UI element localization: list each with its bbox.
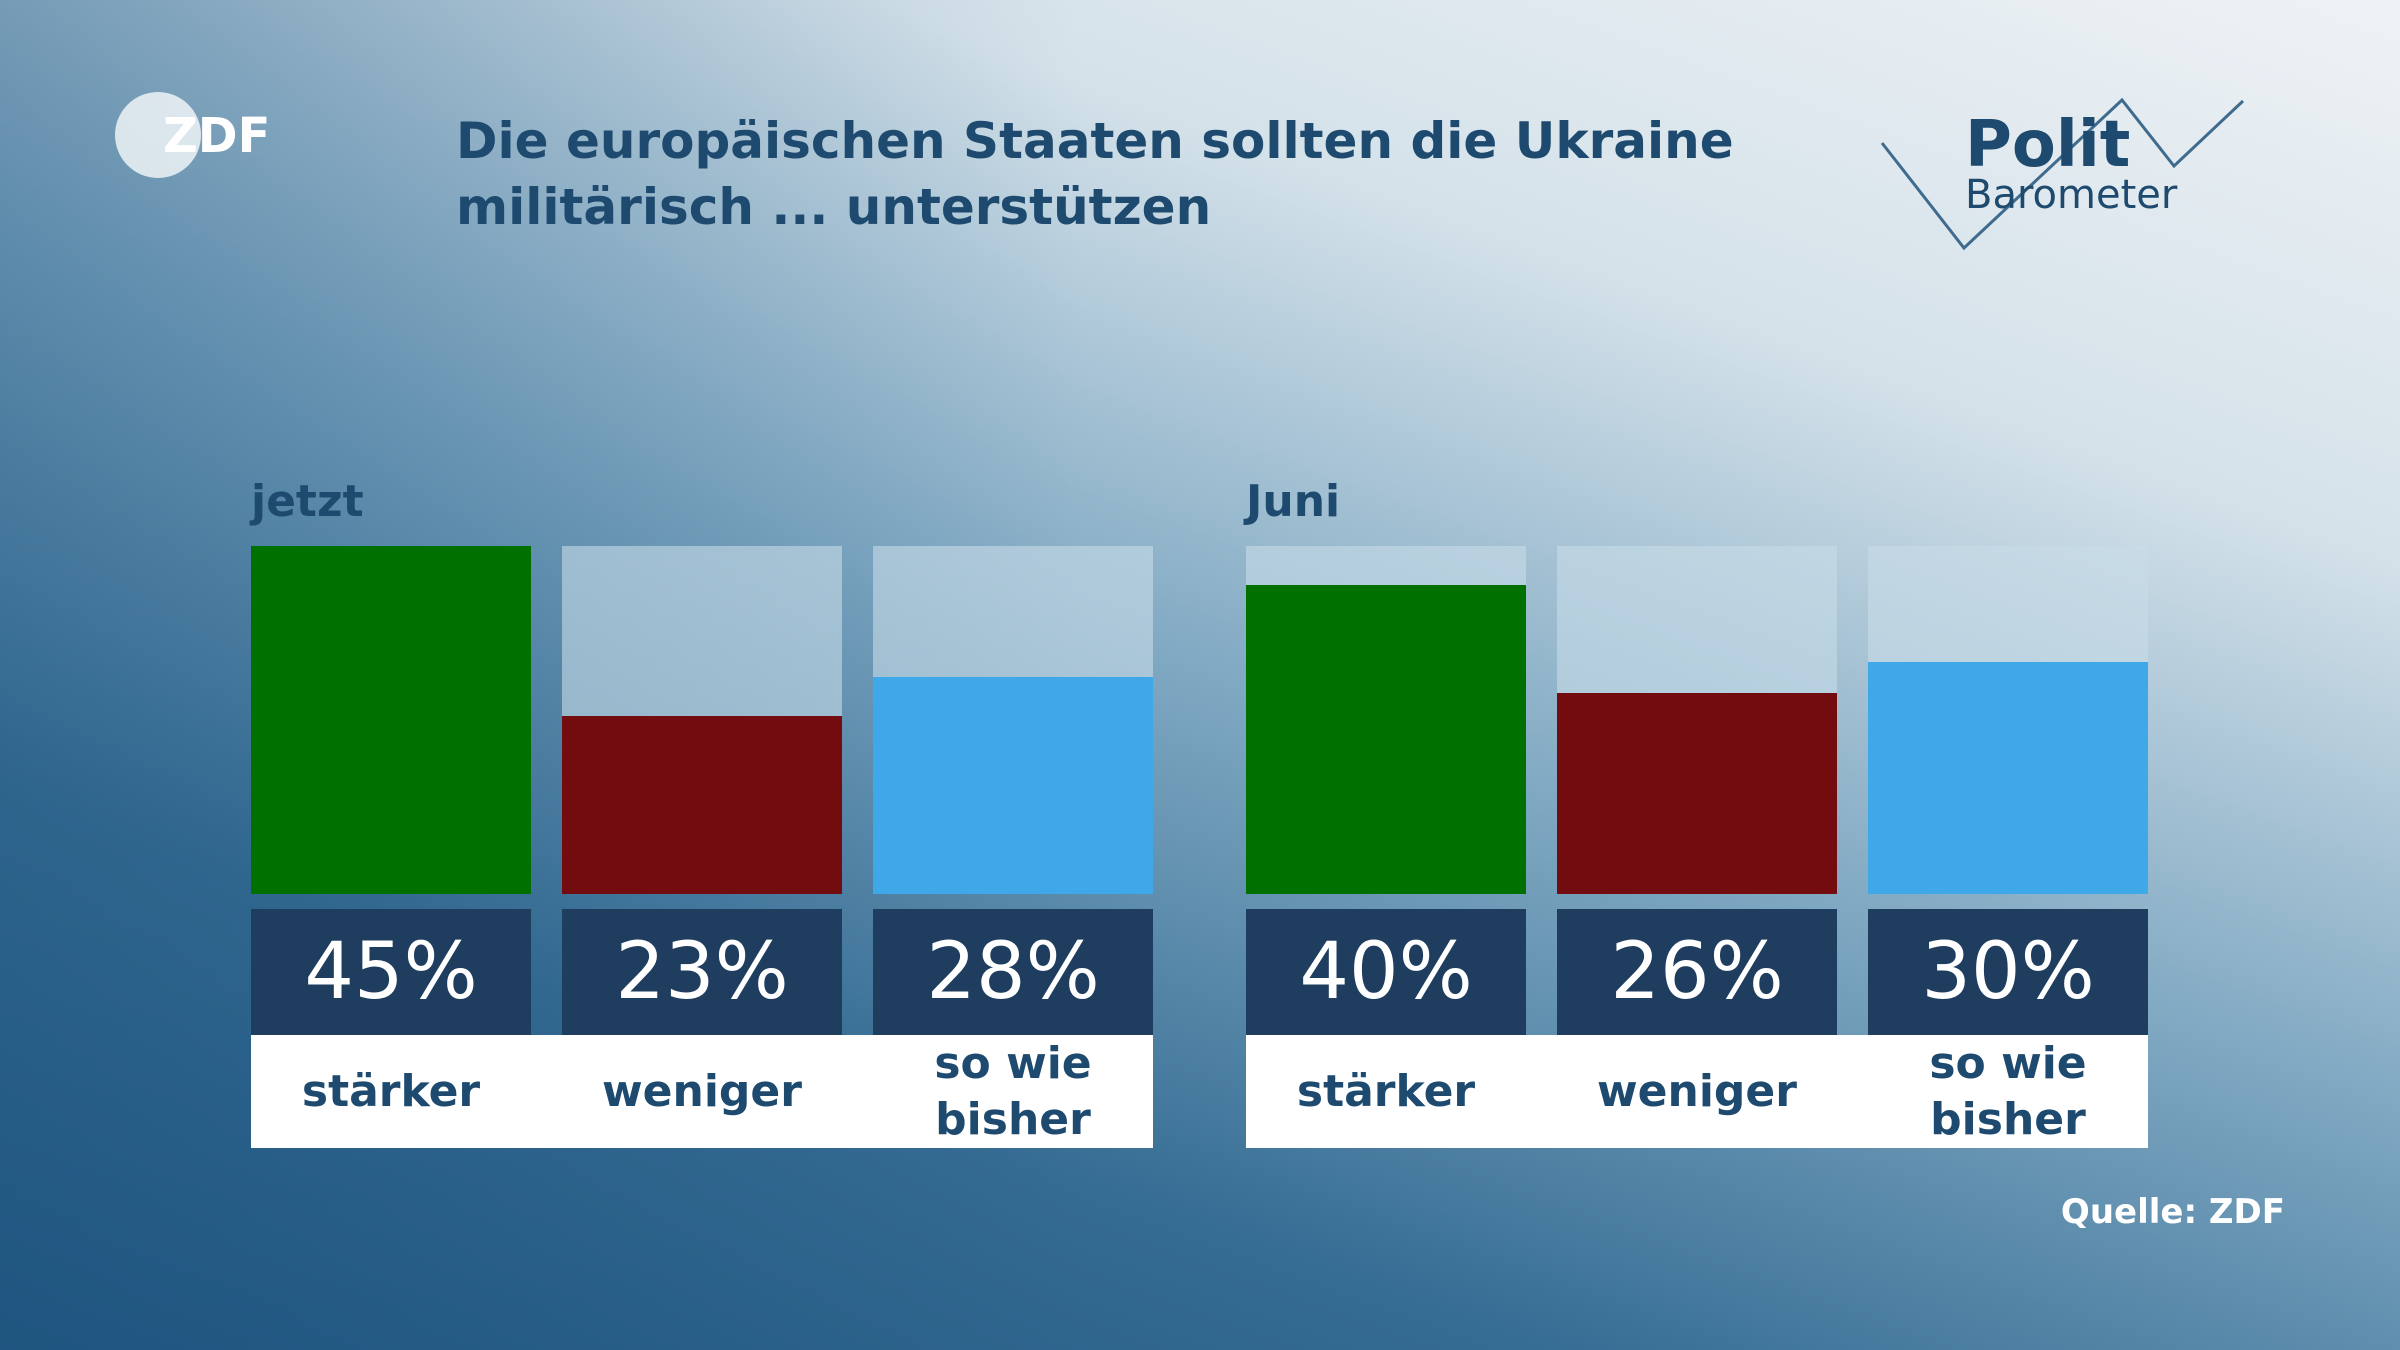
title-line: Die europäischen Staaten sollten die Ukr… bbox=[456, 112, 1734, 170]
bar bbox=[562, 716, 842, 894]
category-label: weniger bbox=[1597, 1065, 1797, 1117]
label-strip bbox=[1246, 1035, 2148, 1148]
brand-line bbox=[1880, 97, 2245, 251]
group-title: Juni bbox=[1246, 476, 1341, 527]
bar bbox=[1557, 692, 1837, 894]
group-title: jetzt bbox=[251, 476, 364, 527]
logo-circle bbox=[115, 92, 201, 178]
logo: ZDF bbox=[163, 108, 270, 164]
branding: ZDF Polit Barometer bbox=[115, 92, 2245, 251]
category-label: weniger bbox=[602, 1065, 802, 1117]
source: Quelle: ZDF bbox=[2060, 1192, 2285, 1232]
title-line: militärisch ... unterstützen bbox=[456, 178, 1212, 236]
brand-top: Polit bbox=[1965, 108, 2130, 182]
bar bbox=[1868, 662, 2148, 894]
title: Die europäischen Staaten sollten die Ukr… bbox=[456, 108, 1734, 240]
category-label: so wie bisher bbox=[934, 1037, 1092, 1145]
label-strip bbox=[251, 1035, 1153, 1148]
value-label: 45% bbox=[251, 909, 531, 1035]
value-label: 30% bbox=[1868, 909, 2148, 1035]
value-label: 40% bbox=[1246, 909, 1526, 1035]
category-label: stärker bbox=[301, 1065, 481, 1117]
category-label: so wie bisher bbox=[1929, 1037, 2087, 1145]
value-label: 28% bbox=[873, 909, 1153, 1035]
category-label: stärker bbox=[1296, 1065, 1476, 1117]
bar bbox=[1246, 584, 1526, 894]
value-label: 26% bbox=[1557, 909, 1837, 1035]
bar bbox=[873, 677, 1153, 894]
value-label: 23% bbox=[562, 909, 842, 1035]
bar bbox=[251, 546, 531, 894]
brand-bottom: Barometer bbox=[1965, 172, 2178, 218]
